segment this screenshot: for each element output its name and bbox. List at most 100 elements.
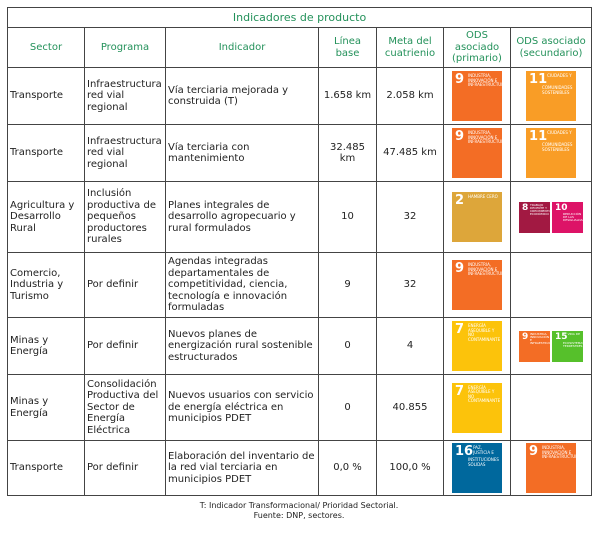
ods-label: ENERGÍA ASEQUIBLE Y NO CONTAMINANTE bbox=[468, 323, 501, 342]
ods-label: INDUSTRIA, INNOVACIÓN E INFRAESTRUCTURA bbox=[468, 262, 502, 276]
ods-cell: 7 ENERGÍA ASEQUIBLE Y NO CONTAMINANTE bbox=[443, 317, 511, 375]
ods-cell bbox=[509, 374, 593, 441]
ods-cell: 11 CIUDADES Y COMUNIDADES SOSTENIBLES bbox=[509, 124, 593, 182]
indicator-cell: Agendas integradas departamentales de co… bbox=[165, 252, 319, 318]
ods-label: INDUSTRIA, INNOVACIÓN E INFRAESTRUCTURA bbox=[468, 130, 502, 144]
program-cell: Infraestructura red vial regional bbox=[84, 67, 166, 125]
target-cell: 100,0 % bbox=[376, 440, 444, 496]
ods-icon: 11 CIUDADES Y COMUNIDADES SOSTENIBLES bbox=[526, 71, 577, 121]
sector-cell: Transporte bbox=[7, 67, 85, 125]
ods-number: 10 bbox=[555, 202, 568, 213]
indicator-cell: Nuevos planes de energización rural sost… bbox=[165, 317, 319, 375]
baseline-cell: 0,0 % bbox=[318, 440, 377, 496]
table-row: Transporte Infraestructura red vial regio… bbox=[7, 124, 593, 182]
program-cell: Por definir bbox=[84, 317, 166, 375]
program-cell: Consolidación Productiva del Sector de E… bbox=[84, 374, 166, 441]
ods-label: CIUDADES Y COMUNIDADES SOSTENIBLES bbox=[542, 73, 573, 95]
indicator-cell: Planes integrales de desarrollo agropecu… bbox=[165, 181, 319, 253]
baseline-cell: 0 bbox=[318, 317, 377, 375]
table-row: Comercio, Industria y Turismo Por definir… bbox=[7, 252, 593, 318]
target-cell: 32 bbox=[376, 252, 444, 318]
ods-label: HAMBRE CERO bbox=[468, 194, 498, 199]
ods-cell: 2 HAMBRE CERO bbox=[443, 181, 511, 253]
ods-icon: 15 VIDA DE ECOSISTEMAS TERRESTRES bbox=[552, 330, 584, 362]
ods-number: 9 bbox=[455, 72, 465, 87]
ods-label: INDUSTRIA, INNOVACIÓN E INFRAESTRUCTURA bbox=[542, 445, 576, 459]
sector-cell: Transporte bbox=[7, 440, 85, 496]
ods-cell: 7 ENERGÍA ASEQUIBLE Y NO CONTAMINANTE bbox=[443, 374, 511, 441]
target-cell: 2.058 km bbox=[376, 67, 444, 125]
target-cell: 4 bbox=[376, 317, 444, 375]
ods-icon: 8 TRABAJO DECENTE Y CRECIMIENTO ECONÓMICO bbox=[519, 201, 551, 233]
notes: T: Indicador Transformacional/ Prioridad… bbox=[0, 501, 598, 521]
indicator-cell: Vía terciaria mejorada y construida (T) bbox=[165, 67, 319, 125]
ods-label: INDUSTRIA, INNOVACIÓN E INFRAESTRUCTURA bbox=[530, 331, 550, 346]
sector-cell: Agricultura y Desarrollo Rural bbox=[7, 181, 85, 253]
ods-number: 7 bbox=[455, 322, 465, 337]
table-row: Transporte Infraestructura red vial regio… bbox=[7, 67, 593, 125]
ods-label: VIDA DE ECOSISTEMAS TERRESTRES bbox=[563, 331, 584, 348]
sector-cell: Minas y Energía bbox=[7, 374, 85, 441]
baseline-cell: 0 bbox=[318, 374, 377, 441]
ods-number: 15 bbox=[555, 331, 568, 342]
program-cell: Por definir bbox=[84, 252, 166, 318]
column-header: Programa bbox=[84, 27, 166, 68]
ods-icon: 11 CIUDADES Y COMUNIDADES SOSTENIBLES bbox=[526, 128, 577, 178]
ods-number: 9 bbox=[522, 331, 529, 342]
ods-cell: 11 CIUDADES Y COMUNIDADES SOSTENIBLES bbox=[509, 67, 593, 125]
ods-number: 7 bbox=[455, 383, 465, 399]
column-header: Sector bbox=[7, 27, 85, 68]
ods-label: REDUCCIÓN DE LAS DESIGUALDADES bbox=[563, 211, 583, 223]
program-cell: Por definir bbox=[84, 440, 166, 496]
indicator-cell: Nuevos usuarios con servicio de energía … bbox=[165, 374, 319, 441]
baseline-cell: 9 bbox=[318, 252, 377, 318]
ods-number: 9 bbox=[529, 444, 539, 459]
table-row: Minas y Energía Por definir Nuevos planes … bbox=[7, 317, 593, 375]
column-header: ODS asociado (primario) bbox=[443, 27, 511, 68]
ods-number: 11 bbox=[529, 129, 548, 144]
ods-number: 9 bbox=[455, 129, 465, 144]
indicator-table: Indicadores de producto Sector Programa In… bbox=[6, 7, 593, 496]
column-header: Indicador bbox=[165, 27, 319, 68]
ods-cell bbox=[509, 252, 593, 318]
ods-label: INDUSTRIA, INNOVACIÓN E INFRAESTRUCTURA bbox=[468, 73, 502, 87]
target-cell: 47.485 km bbox=[376, 124, 444, 182]
target-cell: 32 bbox=[376, 181, 444, 253]
ods-label: PAZ, JUSTICIA E INSTITUCIONES SÓLIDAS bbox=[468, 445, 499, 467]
baseline-cell: 1.658 km bbox=[318, 67, 377, 125]
ods-number: 11 bbox=[529, 72, 548, 87]
ods-icon: 2 HAMBRE CERO bbox=[452, 192, 502, 242]
ods-label: CIUDADES Y COMUNIDADES SOSTENIBLES bbox=[542, 130, 573, 152]
note: T: Indicador Transformacional/ Prioridad… bbox=[199, 501, 399, 510]
indicator-cell: Vía terciaria con mantenimiento bbox=[165, 124, 319, 182]
column-header: Línea base bbox=[318, 27, 377, 68]
note: Fuente: DNP, sectores. bbox=[253, 511, 345, 520]
table-row: Agricultura y Desarrollo Rural Inclusión … bbox=[7, 181, 593, 253]
ods-number: 2 bbox=[455, 193, 465, 208]
sector-cell: Comercio, Industria y Turismo bbox=[7, 252, 85, 318]
table-row: Minas y Energía Consolidación Productiva … bbox=[7, 374, 593, 441]
ods-cell: 8 TRABAJO DECENTE Y CRECIMIENTO ECONÓMICO… bbox=[509, 181, 593, 253]
program-cell: Inclusión productiva de pequeños product… bbox=[84, 181, 166, 253]
sector-cell: Minas y Energía bbox=[7, 317, 85, 375]
ods-label: ENERGÍA ASEQUIBLE Y NO CONTAMINANTE bbox=[468, 384, 501, 403]
target-cell: 40.855 bbox=[376, 374, 444, 441]
ods-label: TRABAJO DECENTE Y CRECIMIENTO ECONÓMICO bbox=[530, 202, 551, 217]
column-header: Meta del cuatrienio bbox=[376, 27, 444, 68]
ods-icon: 7 ENERGÍA ASEQUIBLE Y NO CONTAMINANTE bbox=[452, 382, 502, 433]
table-row: Transporte Por definir Elaboración del inv… bbox=[7, 440, 593, 496]
sector-cell: Transporte bbox=[7, 124, 85, 182]
ods-number: 9 bbox=[455, 261, 465, 276]
ods-number: 8 bbox=[522, 202, 529, 213]
